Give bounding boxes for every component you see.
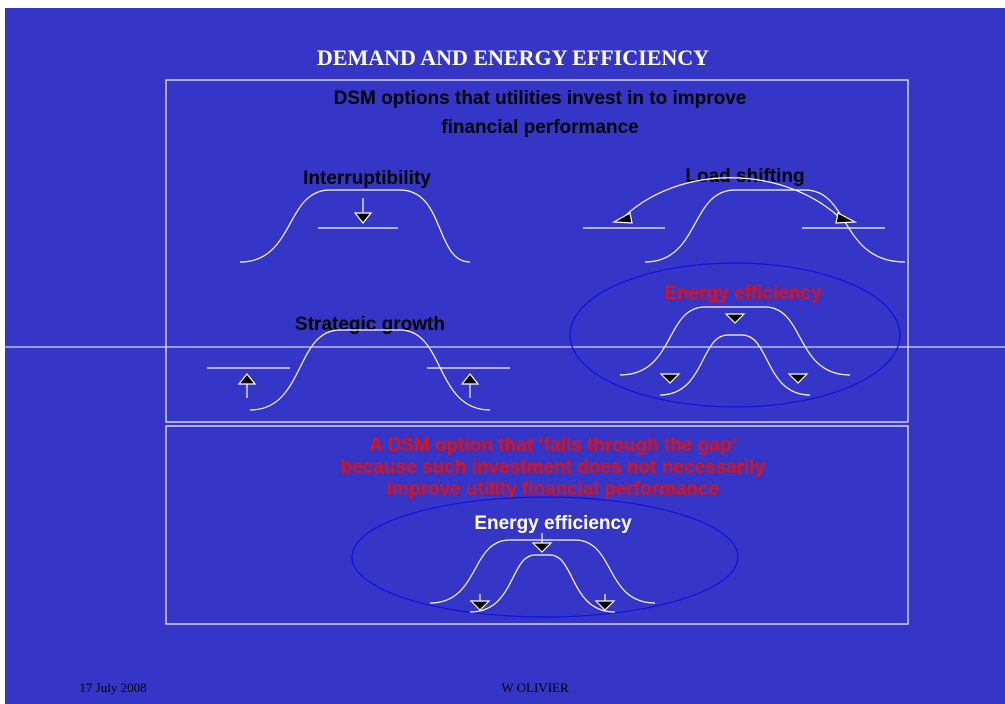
title: DEMAND AND ENERGY EFFICIENCY [317, 45, 709, 70]
box1-heading: financial performance [441, 117, 638, 138]
box1-heading: DSM options that utilities invest in to … [334, 88, 747, 109]
strategic-growth-diagram [207, 329, 510, 411]
box2-heading: A DSM option that ‘falls through the gap… [369, 435, 737, 456]
box2 [165, 425, 909, 625]
item-label: Load shifting [685, 166, 804, 187]
item-label: Interruptibility [303, 168, 431, 189]
ellipse [351, 496, 739, 618]
box1 [165, 79, 909, 423]
item-label: Energy efficiency [664, 283, 822, 304]
interruptibility-diagram [239, 189, 471, 263]
box2-label: Energy efficiency [474, 513, 632, 534]
item-label: Strategic growth [295, 314, 445, 335]
energy-efficiency-diagram [619, 306, 851, 396]
box2-heading: improve utility financial performance [387, 479, 720, 500]
ellipse [569, 262, 901, 408]
background [5, 8, 1005, 704]
box2-heading: because such investment does not necessa… [341, 457, 766, 478]
footer-author: W OLIVIER [501, 680, 569, 695]
energy-efficiency-diagram [429, 533, 656, 613]
footer-date: 17 July 2008 [79, 680, 146, 695]
load-shifting-diagram [583, 177, 906, 263]
